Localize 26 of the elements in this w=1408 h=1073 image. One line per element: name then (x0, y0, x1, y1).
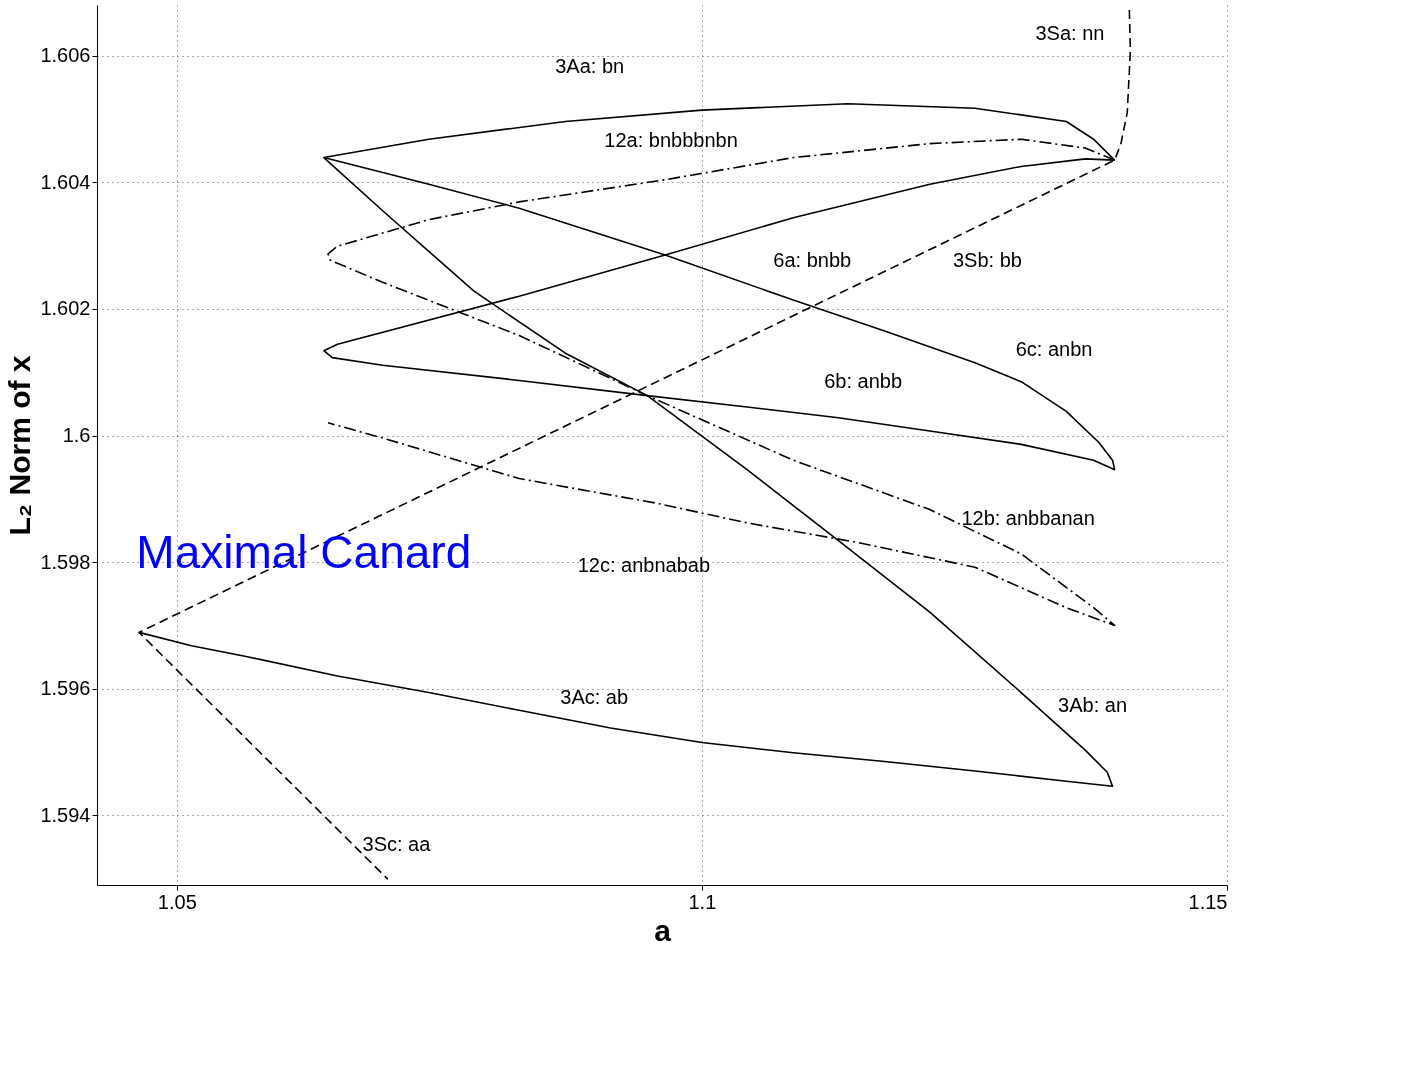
annotation: 3Sc: aa (362, 832, 432, 855)
annotation: 12b: anbbanan (961, 506, 1095, 529)
y-tick-label: 1.598 (40, 550, 91, 573)
annotation: 3Sa: nn (1035, 22, 1105, 45)
annotation: 3Ab: an (1058, 694, 1128, 717)
y-tick-label: 1.596 (40, 677, 91, 700)
annotation: 6c: anbn (1015, 337, 1093, 360)
x-axis-title: a (654, 913, 672, 947)
annotation: 12c: anbnabab (577, 554, 711, 577)
y-tick-label: 1.606 (40, 44, 91, 67)
annotation: Maximal Canard (136, 526, 472, 579)
annotation: 6a: bnbb (773, 249, 852, 272)
y-tick-label: 1.604 (40, 170, 91, 193)
annotation: 6b: anbb (824, 369, 903, 392)
x-tick-label: 1.1 (688, 890, 717, 913)
annotation: 12a: bnbbbnbn (604, 129, 738, 152)
y-tick-label: 1.6 (62, 424, 91, 446)
x-tick-label: 1.15 (1188, 890, 1228, 913)
y-axis-title: L₂ Norm of x (3, 355, 37, 536)
y-tick-label: 1.602 (40, 297, 91, 320)
x-tick-label: 1.05 (157, 890, 197, 913)
line-series (138, 9, 1132, 881)
annotation: 3Sb: bb (952, 249, 1022, 272)
annotation: 3Aa: bn (555, 55, 625, 78)
annotation: 3Ac: ab (560, 686, 629, 709)
y-tick-label: 1.594 (40, 803, 91, 826)
